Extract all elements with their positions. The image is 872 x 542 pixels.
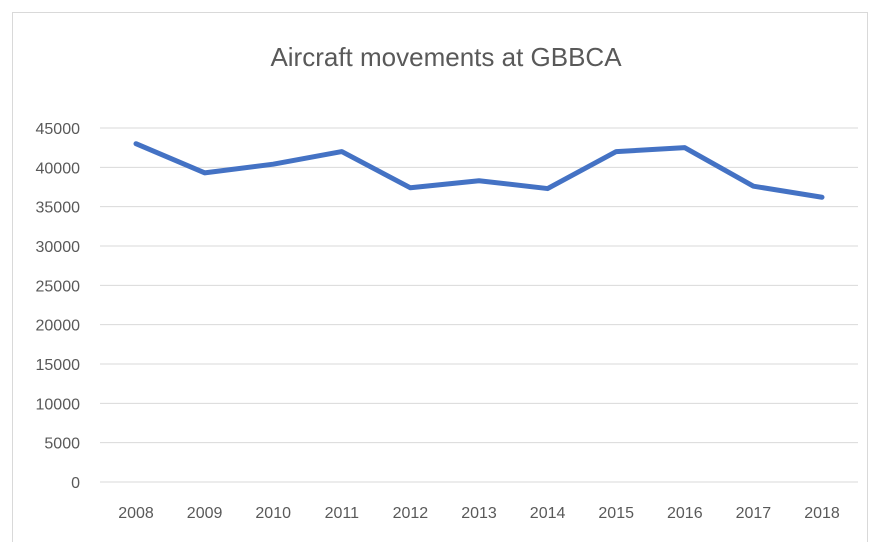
chart-title: Aircraft movements at GBBCA [270,42,622,72]
gridlines [100,127,858,483]
y-tick-label: 15000 [36,357,81,374]
x-axis-tick-labels: 2008 2009 2010 2011 2012 2013 2014 2015 2016 2017… [118,505,840,522]
line-chart: Aircraft movements at GBBCA 0 5000 10000 15… [36,42,858,522]
y-tick-label: 35000 [36,200,81,217]
chart-frame [12,12,868,542]
y-tick-label: 40000 [36,160,81,177]
x-tick-label: 2008 [118,505,154,522]
x-tick-label: 2013 [461,505,497,522]
x-tick-label: 2010 [255,505,291,522]
x-tick-label: 2018 [804,505,840,522]
x-tick-label: 2016 [667,505,703,522]
x-tick-label: 2014 [530,505,566,522]
y-tick-label: 0 [71,475,80,492]
y-tick-label: 25000 [36,278,81,295]
series-layer [133,141,825,200]
y-tick-label: 30000 [36,239,81,256]
x-tick-label: 2011 [325,505,360,522]
x-tick-label: 2009 [187,505,223,522]
y-tick-label: 20000 [36,318,81,335]
x-tick-label: 2015 [598,505,634,522]
series-line [133,141,825,200]
y-axis-tick-labels: 0 5000 10000 15000 20000 25000 30000 35000 40000… [36,121,81,492]
y-tick-label: 10000 [36,396,81,413]
y-tick-label: 5000 [44,436,80,453]
y-tick-label: 45000 [36,121,81,138]
x-tick-label: 2012 [393,505,429,522]
x-tick-label: 2017 [736,505,772,522]
